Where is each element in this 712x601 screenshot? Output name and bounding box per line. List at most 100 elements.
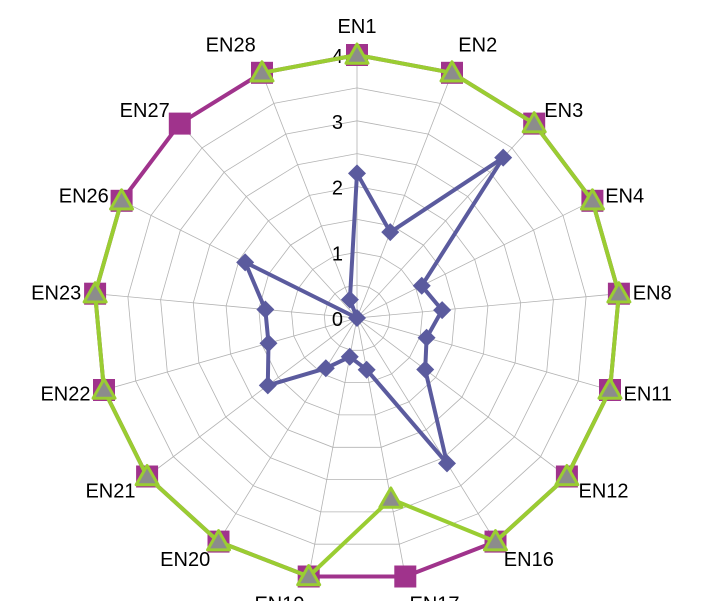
grid-spoke (218, 317, 358, 542)
point-marker (381, 223, 400, 242)
grid-ring (225, 186, 489, 448)
grid-spoke (356, 317, 568, 477)
point-marker (168, 112, 191, 135)
series-line-segment (243, 260, 359, 320)
point-marker (348, 309, 366, 327)
series-line-segment (260, 53, 359, 75)
series-line-segment (419, 155, 506, 288)
point-marker (494, 148, 513, 167)
series-line-segment (145, 474, 221, 544)
point-marker (554, 463, 580, 487)
point-marker (134, 463, 160, 487)
series-1 (236, 148, 513, 473)
point-marker (394, 565, 417, 588)
category-label: EN19 (254, 593, 304, 601)
series-line-segment (216, 539, 311, 579)
category-label: EN28 (206, 35, 256, 57)
point-marker (259, 334, 278, 353)
series-line-segment (493, 474, 569, 544)
grid-ring (192, 153, 522, 481)
category-label: EN12 (579, 481, 629, 503)
series-line-segment (93, 198, 124, 296)
category-label: EN27 (120, 100, 170, 122)
point-marker (249, 60, 275, 83)
category-label: EN8 (633, 283, 672, 305)
series-line-segment (364, 367, 449, 466)
point-marker (433, 301, 452, 320)
point-marker (340, 290, 359, 309)
series-line-segment (355, 53, 454, 75)
point-marker (597, 377, 623, 400)
point-marker (416, 360, 435, 379)
series-line-segment (347, 171, 359, 302)
category-label: EN4 (605, 185, 644, 207)
point-marker (109, 188, 135, 211)
series-line-segment (177, 70, 264, 126)
grid-spoke (356, 72, 453, 319)
series-line-segment (306, 497, 393, 579)
grid-ring (160, 120, 554, 513)
point-marker (296, 564, 322, 587)
series-line-segment (93, 291, 106, 392)
series-line-segment (532, 121, 595, 203)
point-marker (412, 276, 431, 295)
point-marker (316, 359, 335, 378)
grid-ring (127, 87, 587, 545)
point-marker (340, 347, 359, 366)
point-marker (206, 529, 232, 552)
grid-spoke (356, 317, 496, 542)
point-marker (378, 486, 404, 509)
point-marker (344, 42, 370, 65)
series-line-segment (355, 171, 393, 235)
tick-label: 3 (332, 112, 343, 134)
point-marker (82, 281, 108, 304)
series-line-segment (265, 366, 328, 388)
point-marker (258, 376, 277, 395)
category-labels: EN1 EN2 EN3 EN4 EN8 EN11 EN12 EN16 EN17 EN19 EN20 E… (31, 16, 672, 601)
series-line-segment (590, 198, 621, 296)
series-3 (82, 42, 632, 587)
category-label: EN26 (59, 185, 109, 207)
grid-ring (323, 284, 391, 351)
series-line-segment (388, 155, 506, 235)
series-line-segment (403, 539, 498, 579)
category-label: EN21 (85, 481, 135, 503)
grid-spoke (261, 72, 358, 319)
point-marker (579, 188, 605, 211)
series-line-segment (102, 388, 150, 479)
series-line-segment (423, 367, 449, 466)
category-label: EN11 (624, 383, 673, 405)
radar-grid (94, 54, 620, 577)
category-label: EN2 (458, 35, 497, 57)
category-label: EN20 (160, 549, 210, 571)
grid-spoke (356, 317, 611, 391)
tick-label: 2 (332, 178, 343, 200)
point-marker (236, 253, 255, 272)
point-marker (417, 328, 436, 347)
grid-spoke (95, 293, 358, 319)
point-marker (606, 281, 632, 304)
grid-spoke (356, 293, 619, 319)
radial-tick-labels: 01234 (332, 46, 343, 331)
point-marker (439, 60, 465, 83)
series-line-segment (119, 121, 182, 203)
grid-spoke (179, 123, 358, 319)
category-label: EN3 (544, 100, 583, 122)
grid-spoke (146, 317, 358, 477)
series-layer (82, 42, 632, 588)
category-label: EN16 (504, 549, 554, 571)
point-marker (521, 111, 547, 134)
point-marker (256, 300, 275, 319)
grid-spoke (103, 317, 358, 391)
series-line-segment (243, 260, 268, 312)
grid-ring (258, 218, 456, 416)
point-marker (437, 454, 456, 473)
series-line-segment (564, 388, 612, 479)
grid-spoke (356, 317, 406, 577)
tick-label: 0 (332, 309, 343, 331)
series-line-segment (450, 70, 537, 126)
tick-label: 1 (332, 243, 343, 265)
series-line-segment (388, 497, 498, 544)
